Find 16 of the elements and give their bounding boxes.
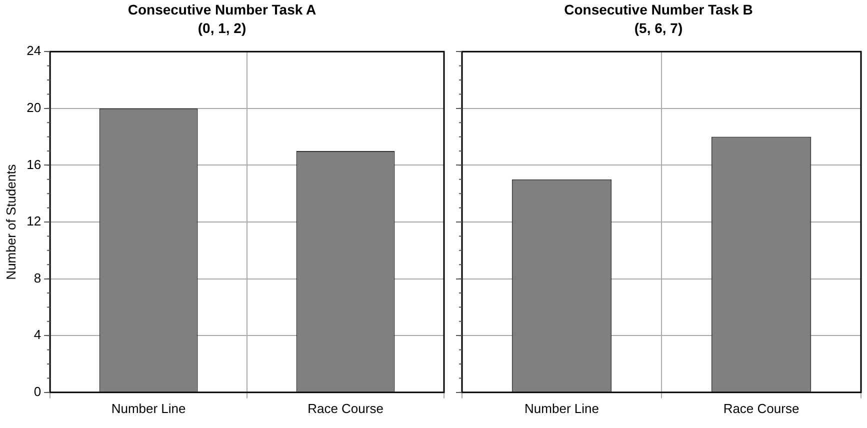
y-tick-label: 8 <box>34 270 42 286</box>
x-tick-label: Number Line <box>111 400 186 416</box>
chart-title: Consecutive Number Task A <box>128 1 316 18</box>
y-tick-label: 20 <box>26 100 42 115</box>
y-tick-label: 4 <box>34 327 42 342</box>
y-tick-label: 0 <box>34 384 42 399</box>
chart-title: Consecutive Number Task B <box>564 1 753 18</box>
y-axis-title: Number of Students <box>3 164 18 280</box>
y-tick-label: 24 <box>26 43 42 58</box>
x-tick-label: Number Line <box>524 400 599 416</box>
y-tick-label: 16 <box>26 156 42 172</box>
x-tick-label: Race Course <box>723 400 800 416</box>
chart-subtitle: (5, 6, 7) <box>634 20 683 36</box>
x-tick-label: Race Course <box>308 400 384 416</box>
chart-subtitle: (0, 1, 2) <box>198 20 246 36</box>
y-tick-label: 12 <box>26 214 42 229</box>
